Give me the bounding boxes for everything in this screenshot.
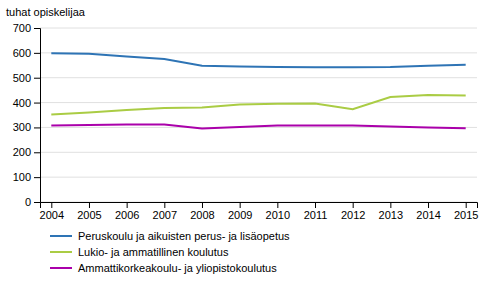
- tick-label: 2011: [304, 209, 328, 221]
- tick: 2015: [454, 202, 478, 221]
- tick-mark: [51, 202, 52, 208]
- tick-mark: [466, 202, 467, 208]
- y-axis: 0 100 200 300 400 500 600 700: [13, 22, 41, 208]
- legend: Peruskoulu ja aikuisten perus- ja lisäop…: [50, 230, 290, 274]
- tick-mark: [127, 202, 128, 208]
- chart-svg: 2004 2005 2006 2007 2008 2009 2010 2011 2012 2013…: [0, 0, 491, 302]
- tick-label: 100: [13, 171, 31, 183]
- tick-mark: [277, 202, 278, 208]
- grid-line: [40, 52, 477, 53]
- tick-label: 2015: [454, 209, 478, 221]
- grid-line: [40, 177, 477, 178]
- tick-mark: [34, 202, 40, 203]
- tick: 2013: [379, 202, 403, 221]
- tick-label: 2008: [190, 209, 214, 221]
- tick: 2004: [40, 202, 64, 221]
- tick: 2014: [416, 202, 440, 221]
- series-line: [51, 95, 465, 114]
- tick-label: 700: [13, 22, 31, 34]
- series-line: [51, 124, 465, 128]
- tick: 100: [13, 171, 40, 183]
- legend-swatch: [50, 235, 72, 237]
- grid-line: [40, 102, 477, 103]
- tick: 2011: [304, 202, 328, 221]
- tick-mark: [34, 127, 40, 128]
- tick-label: 2014: [416, 209, 440, 221]
- tick-label: 2009: [228, 209, 252, 221]
- tick-label: 400: [13, 97, 31, 109]
- tick: 300: [13, 121, 40, 133]
- x-axis: 2004 2005 2006 2007 2008 2009 2010 2011 2012 2013…: [40, 202, 479, 221]
- tick-mark: [428, 202, 429, 208]
- legend-swatch: [50, 267, 72, 269]
- tick: 500: [13, 72, 40, 84]
- tick-mark: [34, 152, 40, 153]
- tick: 0: [25, 196, 40, 208]
- legend-entry: Ammattikorkeakoulu- ja yliopistokoulutus: [50, 262, 277, 274]
- series-line: [51, 53, 465, 67]
- tick-label: 2012: [341, 209, 365, 221]
- tick-label: 2010: [266, 209, 290, 221]
- legend-label: Peruskoulu ja aikuisten perus- ja lisäop…: [78, 230, 290, 242]
- chart-container: 2004 2005 2006 2007 2008 2009 2010 2011 2012 2013…: [0, 0, 491, 302]
- legend-swatch: [50, 251, 72, 253]
- axis-line: [34, 29, 41, 203]
- tick-label: 0: [25, 196, 31, 208]
- axis-line: [41, 203, 478, 209]
- tick: 200: [13, 146, 40, 158]
- tick-mark: [315, 202, 316, 208]
- tick: 2005: [77, 202, 101, 221]
- legend-entry: Lukio- ja ammatillinen koulutus: [50, 246, 229, 258]
- tick-mark: [89, 202, 90, 208]
- tick: 400: [13, 97, 40, 109]
- tick-label: 2005: [77, 209, 101, 221]
- tick-mark: [240, 202, 241, 208]
- legend-label: Ammattikorkeakoulu- ja yliopistokoulutus: [78, 262, 277, 274]
- y-axis-label: tuhat opiskelijaa: [6, 6, 86, 18]
- legend-label: Lukio- ja ammatillinen koulutus: [78, 246, 229, 258]
- tick: 2009: [228, 202, 252, 221]
- tick: 2007: [153, 202, 177, 221]
- tick-label: 500: [13, 72, 31, 84]
- tick-label: 600: [13, 47, 31, 59]
- tick-label: 300: [13, 121, 31, 133]
- tick-mark: [164, 202, 165, 208]
- plot-area: 2004 2005 2006 2007 2008 2009 2010 2011 2012 2013…: [13, 22, 479, 221]
- tick-mark: [390, 202, 391, 208]
- grid-line: [40, 152, 477, 153]
- tick-label: 2013: [379, 209, 403, 221]
- tick-mark: [34, 28, 40, 29]
- tick-mark: [34, 53, 40, 54]
- tick-mark: [34, 177, 40, 178]
- tick-label: 2004: [40, 209, 64, 221]
- tick: 600: [13, 47, 40, 59]
- tick: 2006: [115, 202, 139, 221]
- tick: 2010: [266, 202, 290, 221]
- tick: 2012: [341, 202, 365, 221]
- tick-mark: [353, 202, 354, 208]
- tick-mark: [202, 202, 203, 208]
- tick-label: 2007: [153, 209, 177, 221]
- grid-line: [40, 28, 477, 29]
- tick: 2008: [190, 202, 214, 221]
- tick-label: 2006: [115, 209, 139, 221]
- tick-label: 200: [13, 146, 31, 158]
- legend-entry: Peruskoulu ja aikuisten perus- ja lisäop…: [50, 230, 290, 242]
- tick-mark: [34, 103, 40, 104]
- grid: [40, 28, 477, 202]
- grid-line: [40, 77, 477, 78]
- lines: [51, 53, 465, 128]
- tick: 700: [13, 22, 40, 34]
- tick-mark: [34, 78, 40, 79]
